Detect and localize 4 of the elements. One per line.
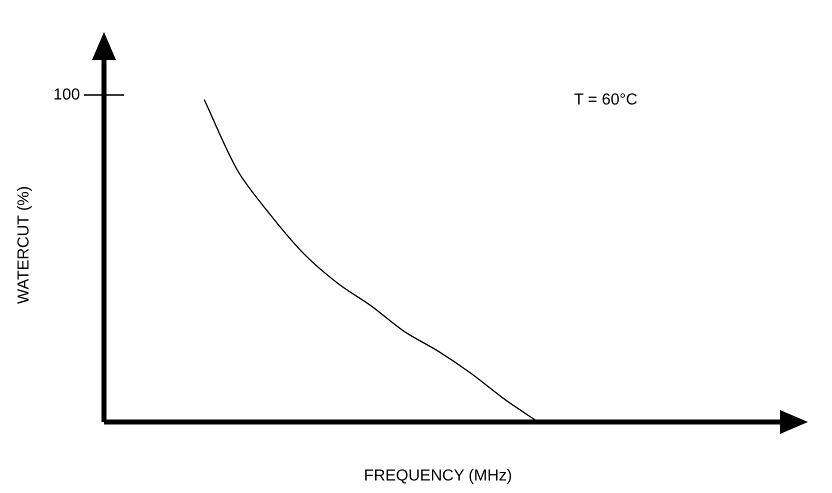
y-axis-title: WATERCUT (%)	[15, 186, 32, 304]
x-axis-title: FREQUENCY (MHz)	[364, 467, 512, 484]
text: 100	[53, 86, 80, 104]
annotation: T = 60°C	[574, 91, 638, 108]
